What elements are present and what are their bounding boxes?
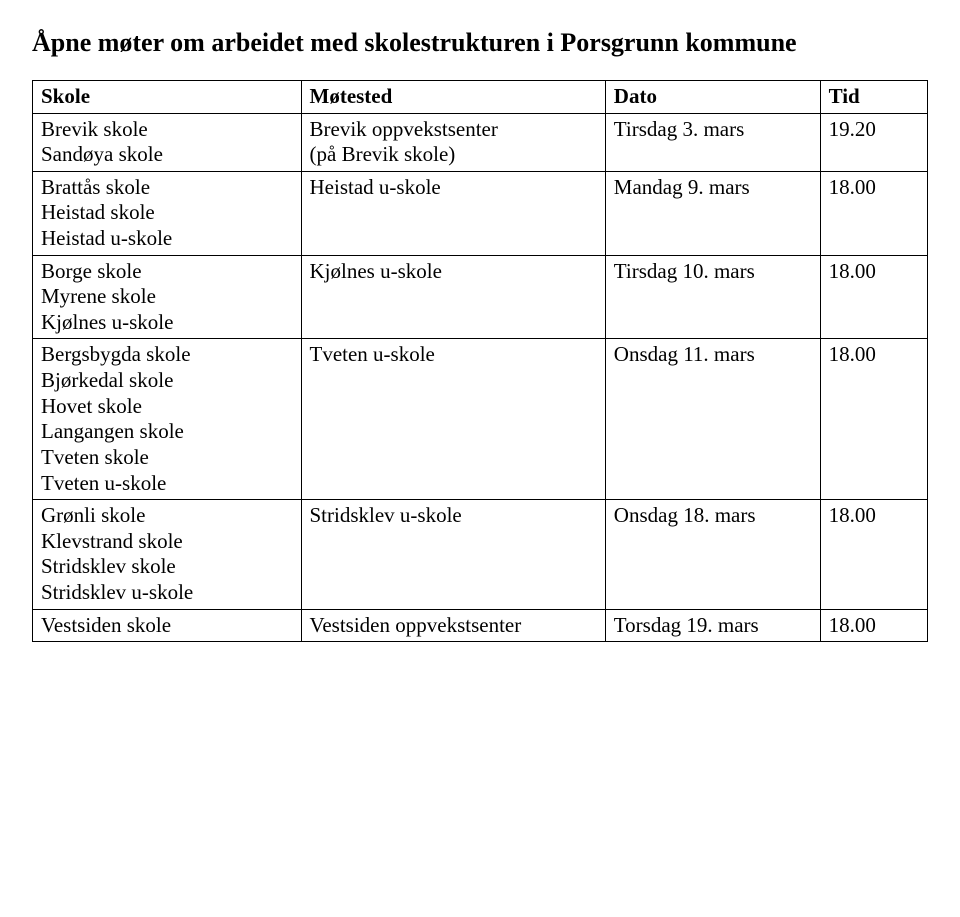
cell-dato: Mandag 9. mars: [605, 171, 820, 255]
cell-skole: Grønli skole Klevstrand skole Stridsklev…: [33, 500, 302, 609]
cell-tid: 18.00: [820, 609, 927, 642]
cell-skole: Vestsiden skole: [33, 609, 302, 642]
cell-motested: Tveten u-skole: [301, 339, 605, 500]
table-row: Brattås skole Heistad skole Heistad u-sk…: [33, 171, 928, 255]
table-row: Borge skole Myrene skole Kjølnes u-skole…: [33, 255, 928, 339]
meetings-table: Skole Møtested Dato Tid Brevik skole San…: [32, 80, 928, 642]
cell-dato: Onsdag 11. mars: [605, 339, 820, 500]
cell-motested: Vestsiden oppvekstsenter: [301, 609, 605, 642]
cell-tid: 18.00: [820, 500, 927, 609]
cell-skole: Bergsbygda skole Bjørkedal skole Hovet s…: [33, 339, 302, 500]
cell-dato: Torsdag 19. mars: [605, 609, 820, 642]
cell-dato: Tirsdag 3. mars: [605, 113, 820, 171]
table-row: Vestsiden skole Vestsiden oppvekstsenter…: [33, 609, 928, 642]
table-header-row: Skole Møtested Dato Tid: [33, 81, 928, 114]
cell-motested: Heistad u-skole: [301, 171, 605, 255]
col-tid: Tid: [820, 81, 927, 114]
cell-motested: Brevik oppvekstsenter (på Brevik skole): [301, 113, 605, 171]
col-skole: Skole: [33, 81, 302, 114]
col-motested: Møtested: [301, 81, 605, 114]
table-row: Grønli skole Klevstrand skole Stridsklev…: [33, 500, 928, 609]
cell-tid: 18.00: [820, 339, 927, 500]
table-row: Bergsbygda skole Bjørkedal skole Hovet s…: [33, 339, 928, 500]
cell-tid: 18.00: [820, 171, 927, 255]
cell-tid: 18.00: [820, 255, 927, 339]
cell-motested: Kjølnes u-skole: [301, 255, 605, 339]
table-row: Brevik skole Sandøya skole Brevik oppvek…: [33, 113, 928, 171]
cell-motested: Stridsklev u-skole: [301, 500, 605, 609]
cell-dato: Tirsdag 10. mars: [605, 255, 820, 339]
cell-skole: Borge skole Myrene skole Kjølnes u-skole: [33, 255, 302, 339]
cell-dato: Onsdag 18. mars: [605, 500, 820, 609]
cell-tid: 19.20: [820, 113, 927, 171]
col-dato: Dato: [605, 81, 820, 114]
cell-skole: Brattås skole Heistad skole Heistad u-sk…: [33, 171, 302, 255]
cell-skole: Brevik skole Sandøya skole: [33, 113, 302, 171]
page-title: Åpne møter om arbeidet med skolestruktur…: [32, 28, 928, 58]
